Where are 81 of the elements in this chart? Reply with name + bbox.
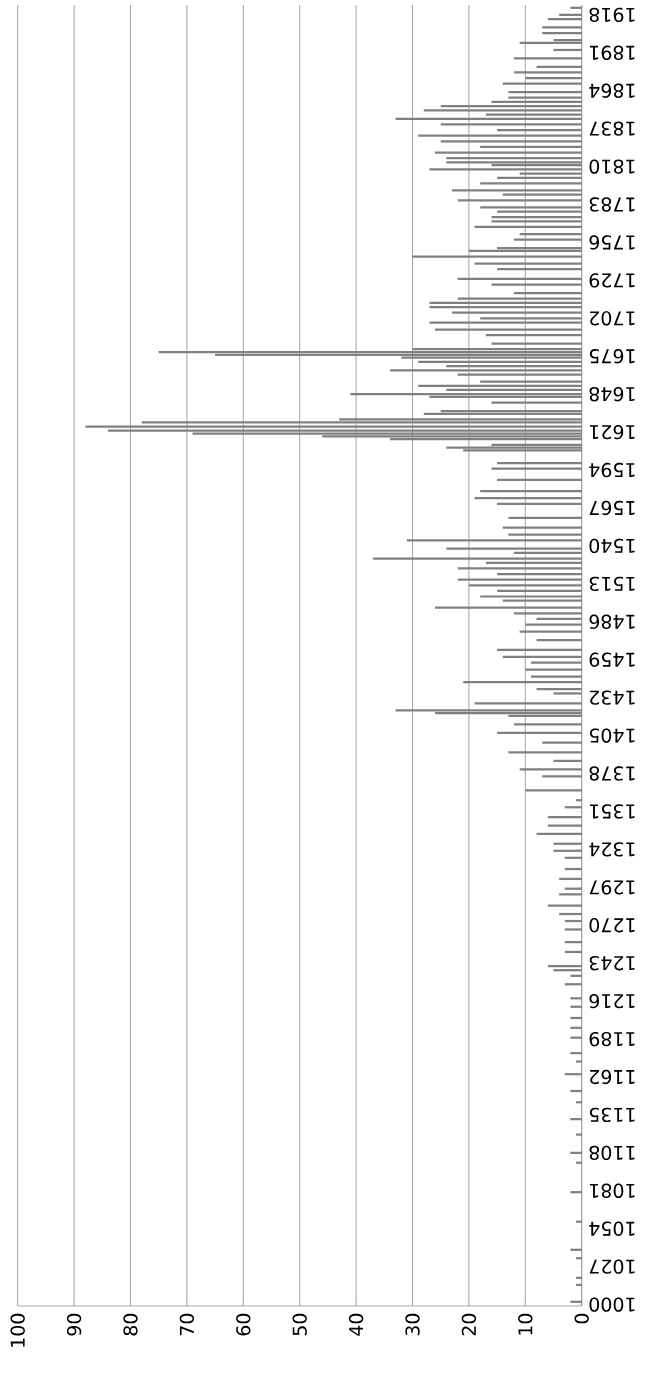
y-tick-label: 1378 xyxy=(589,766,635,781)
x-tick-label: 80 xyxy=(123,1313,138,1336)
bar xyxy=(570,1248,582,1251)
bar xyxy=(570,1089,582,1093)
y-tick-label: 1810 xyxy=(589,159,635,174)
bar xyxy=(570,1300,582,1303)
bar xyxy=(559,13,582,16)
y-tick-label: 1108 xyxy=(589,1145,635,1161)
y-tick-label: 1891 xyxy=(590,45,635,60)
bar xyxy=(547,904,582,907)
y-tick-label: 1297 xyxy=(589,880,635,895)
bar xyxy=(576,1276,582,1280)
bar xyxy=(542,775,582,778)
y-tick-label: 1621 xyxy=(590,424,635,440)
y-tick-label: 1027 xyxy=(589,1259,635,1274)
y-tick-label: 1351 xyxy=(590,804,635,819)
y-tick-label: 1756 xyxy=(589,235,635,250)
y-tick-label: 1729 xyxy=(589,273,635,288)
x-tick-label: 50 xyxy=(292,1313,307,1336)
y-tick-label: 1783 xyxy=(589,197,635,212)
bar xyxy=(570,1191,582,1194)
y-tick-label: 1000 xyxy=(589,1297,635,1312)
y-tick-label: 1702 xyxy=(590,311,635,326)
y-tick-label: 1081 xyxy=(590,1183,635,1198)
y-tick-label: 1513 xyxy=(589,576,635,592)
y-tick-label: 1054 xyxy=(589,1221,635,1236)
bar xyxy=(576,1101,582,1104)
y-tick-label: 1918 xyxy=(589,7,635,23)
bar xyxy=(576,1133,582,1136)
bar xyxy=(530,675,582,678)
bar xyxy=(570,6,582,9)
x-tick-label: 40 xyxy=(348,1313,364,1336)
bar xyxy=(570,1118,582,1121)
y-tick-label: 1486 xyxy=(589,614,635,629)
y-tick-label: 1243 xyxy=(589,956,635,971)
bar xyxy=(542,741,582,744)
y-tick-label: 1135 xyxy=(589,1107,635,1123)
bar xyxy=(564,928,582,931)
bar xyxy=(576,1257,582,1260)
x-tick-label: 100 xyxy=(10,1313,25,1347)
y-tick-label: 1594 xyxy=(589,462,635,478)
bar xyxy=(547,824,582,827)
bar xyxy=(570,974,582,977)
y-tick-label: 1540 xyxy=(589,538,635,554)
y-tick-label: 1216 xyxy=(589,993,635,1009)
bar xyxy=(570,1026,582,1029)
bar xyxy=(530,661,582,664)
x-tick-label: 90 xyxy=(66,1313,82,1336)
bar xyxy=(570,1036,582,1039)
bar xyxy=(559,893,582,896)
y-tick-label: 1162 xyxy=(590,1069,635,1085)
y-tick-label: 1270 xyxy=(589,918,635,933)
bar xyxy=(576,1283,582,1287)
bar xyxy=(570,1151,582,1154)
y-tick-label: 1675 xyxy=(589,349,635,364)
x-tick-label: 20 xyxy=(461,1313,477,1336)
bar xyxy=(570,1016,582,1020)
y-tick-label: 1324 xyxy=(589,842,635,857)
x-tick-label: 70 xyxy=(179,1313,195,1336)
bar xyxy=(576,1220,582,1223)
bar xyxy=(576,1060,582,1063)
y-tick-label: 1648 xyxy=(589,387,635,402)
bar xyxy=(576,799,582,802)
bar xyxy=(570,1051,582,1055)
bar xyxy=(553,692,582,695)
y-tick-label: 1837 xyxy=(589,121,635,136)
x-tick-label: 10 xyxy=(518,1313,533,1335)
y-tick-label: 1864 xyxy=(589,83,635,98)
y-tick-label: 1189 xyxy=(589,1031,635,1047)
bar xyxy=(570,1005,582,1008)
bar xyxy=(576,1161,582,1164)
y-tick-label: 1432 xyxy=(590,690,635,705)
x-tick-label: 0 xyxy=(574,1313,589,1324)
bar xyxy=(559,877,582,881)
bar xyxy=(559,912,582,916)
y-tick-label: 1567 xyxy=(589,500,635,516)
x-tick-label: 30 xyxy=(405,1313,420,1336)
y-tick-label: 1405 xyxy=(589,728,635,743)
x-tick-label: 60 xyxy=(236,1313,251,1336)
y-tick-label: 1459 xyxy=(589,652,635,667)
bar xyxy=(570,997,582,1000)
